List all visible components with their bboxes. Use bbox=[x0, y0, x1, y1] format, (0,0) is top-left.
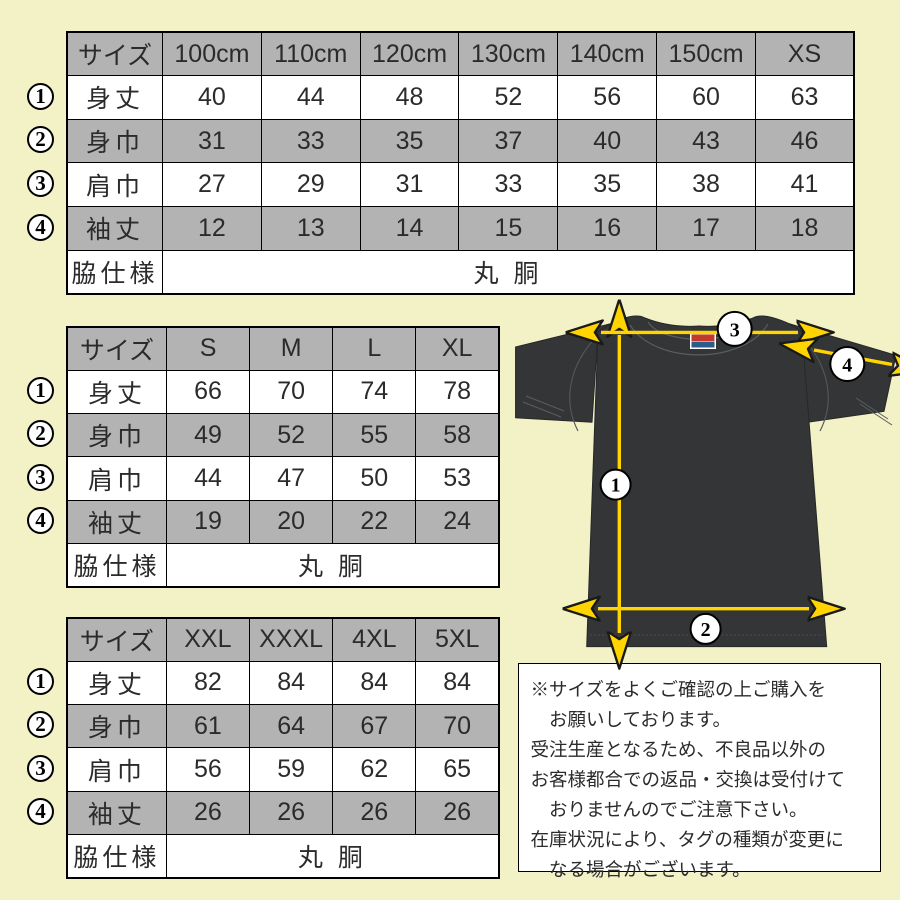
svg-text:4: 4 bbox=[842, 354, 852, 376]
svg-text:3: 3 bbox=[730, 319, 740, 341]
svg-text:1: 1 bbox=[611, 475, 621, 497]
svg-text:2: 2 bbox=[701, 619, 711, 641]
